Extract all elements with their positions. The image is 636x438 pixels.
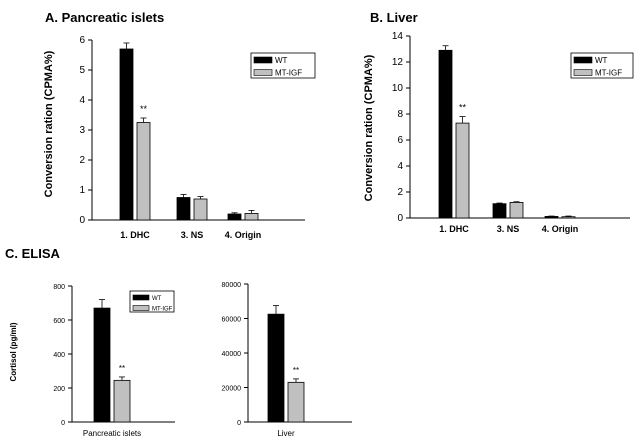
legend-swatch — [132, 294, 150, 301]
x-tick-label: 3. NS — [497, 224, 520, 234]
legend-swatch — [253, 69, 273, 76]
bar — [244, 212, 259, 221]
y-tick-label: 2 — [79, 155, 85, 166]
significance-marker: ** — [140, 104, 148, 114]
x-tick-label: Pancreatic islets — [83, 429, 141, 438]
legend-label: WT — [275, 56, 288, 65]
significance-marker: ** — [459, 103, 467, 113]
y-tick-label: 4 — [397, 161, 403, 172]
legend-label: WT — [152, 296, 162, 302]
panel-title: A. Pancreatic islets — [45, 10, 164, 25]
panel-title: B. Liver — [370, 10, 418, 25]
y-tick-label: 6 — [79, 35, 85, 46]
legend-swatch — [253, 56, 273, 64]
y-tick-label: 200 — [53, 386, 65, 393]
y-tick-label: 10 — [392, 83, 404, 94]
legend-swatch — [573, 69, 593, 76]
y-tick-label: 12 — [392, 57, 404, 68]
legend-label: MT-IGF — [152, 307, 173, 313]
panel-elisa-pancreatic-islets: C. ELISA Cortisol (pg/ml) 0 200 400 600 800 P… — [5, 246, 175, 438]
y-tick-label: 1 — [79, 185, 85, 196]
bar — [561, 216, 576, 219]
legend-label: MT-IGF — [595, 69, 622, 78]
x-tick-label: Liver — [277, 429, 295, 438]
y-tick-label: 14 — [392, 31, 404, 42]
bar — [113, 379, 131, 423]
y-tick-label: 40000 — [222, 351, 242, 358]
legend-label: WT — [595, 56, 608, 65]
y-tick-label: 80000 — [222, 282, 242, 289]
y-tick-label: 6 — [397, 135, 403, 146]
y-axis-label: Conversion ration (CPMA%) — [43, 50, 55, 197]
significance-marker: ** — [119, 364, 125, 373]
x-tick-label: 3. NS — [181, 230, 204, 240]
bar — [93, 307, 111, 423]
y-tick-label: 4 — [79, 95, 85, 106]
y-tick-label: 2 — [397, 187, 403, 198]
bar — [227, 213, 242, 221]
panel-liver: B. Liver Conversion ration (CPMA%) 0 2 4 6 8… — [363, 10, 634, 234]
y-tick-label: 5 — [79, 65, 85, 76]
significance-marker: ** — [293, 366, 299, 375]
y-tick-label: 400 — [53, 352, 65, 359]
bar — [455, 122, 470, 219]
legend-label: MT-IGF — [275, 69, 302, 78]
panel-title: C. ELISA — [5, 246, 61, 261]
bar — [193, 198, 208, 221]
bar — [136, 122, 151, 221]
bar — [509, 201, 524, 219]
y-tick-label: 0 — [237, 420, 241, 427]
bar — [119, 48, 134, 221]
bar — [267, 313, 285, 423]
bar — [438, 49, 453, 219]
y-tick-label: 0 — [397, 213, 403, 224]
legend-swatch — [573, 56, 593, 64]
x-tick-label: 1. DHC — [120, 230, 150, 240]
legend-swatch — [132, 305, 150, 311]
y-tick-label: 600 — [53, 318, 65, 325]
y-tick-label: 60000 — [222, 317, 242, 324]
x-tick-label: 4. Origin — [225, 230, 262, 240]
x-tick-label: 4. Origin — [542, 224, 579, 234]
y-axis-label: Cortisol (pg/ml) — [9, 322, 18, 381]
y-tick-label: 8 — [397, 109, 403, 120]
bar — [287, 381, 305, 423]
x-tick-label: 1. DHC — [439, 224, 469, 234]
y-axis-label: Conversion ration (CPMA%) — [363, 54, 375, 201]
panel-elisa-liver: 0 20000 40000 60000 80000 Liver ** — [222, 282, 352, 438]
y-tick-label: 0 — [61, 420, 65, 427]
bar — [492, 203, 507, 219]
y-tick-label: 3 — [79, 125, 85, 136]
y-tick-label: 20000 — [222, 386, 242, 393]
bar — [544, 216, 559, 219]
panel-pancreatic-islets: A. Pancreatic islets Conversion ration (… — [43, 10, 316, 240]
y-tick-label: 800 — [53, 284, 65, 291]
y-tick-label: 0 — [79, 215, 85, 226]
bar — [176, 197, 191, 221]
